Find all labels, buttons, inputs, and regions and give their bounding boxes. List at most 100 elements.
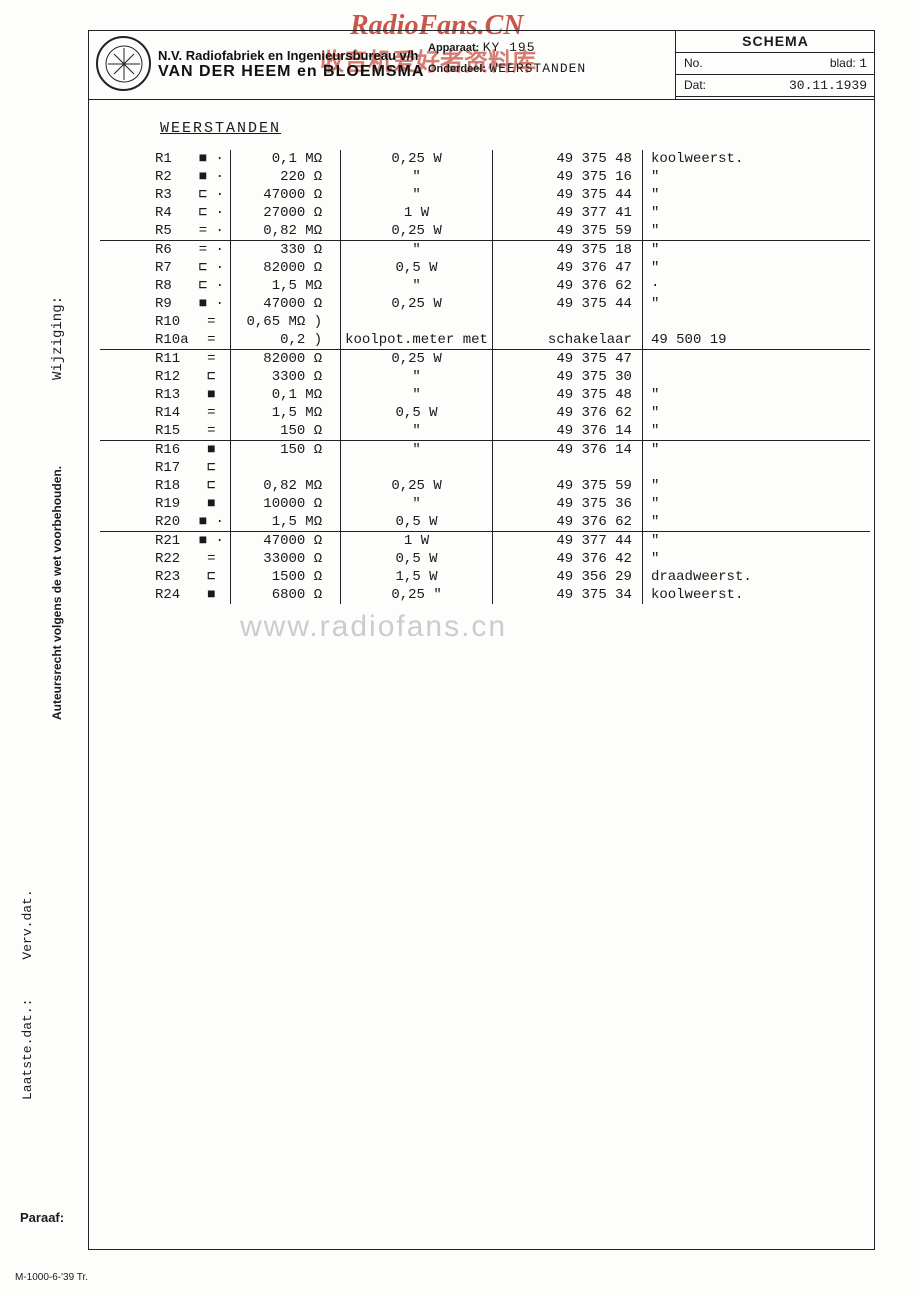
value-cell: 1500 Ω (231, 568, 341, 586)
table-row: R14=1,5 MΩ0,5 W49 376 62" (100, 404, 870, 422)
power-cell (341, 459, 493, 477)
paraaf-label: Paraaf: (20, 1210, 64, 1225)
sym-cell: ⊏ (193, 568, 231, 586)
sym-cell: ■ · (193, 532, 231, 551)
power-cell: 0,25 W (341, 222, 493, 241)
sym-cell: ■ (193, 495, 231, 513)
sym-cell: ⊏ · (193, 186, 231, 204)
power-cell: 0,25 W (341, 150, 493, 168)
ref-cell: R14 (100, 404, 193, 422)
table-row: R23⊏1500 Ω1,5 W49 356 29draadweerst. (100, 568, 870, 586)
value-cell: 47000 Ω (231, 295, 341, 313)
laatste-label: Laatste.dat.: (20, 999, 35, 1100)
ref-cell: R3 (100, 186, 193, 204)
table-row: R8⊏ ·1,5 MΩ"49 376 62· (100, 277, 870, 295)
value-cell: 0,82 MΩ (231, 477, 341, 495)
ref-cell: R10a (100, 331, 193, 350)
sym-cell: = (193, 331, 231, 350)
note-cell: " (642, 204, 870, 222)
verv-label: Verv.dat. (20, 889, 35, 959)
ref-cell: R18 (100, 477, 193, 495)
power-cell: 0,5 W (341, 404, 493, 422)
note-cell: " (642, 222, 870, 241)
value-cell: 0,82 MΩ (231, 222, 341, 241)
sym-cell: ⊏ (193, 459, 231, 477)
power-cell: " (341, 495, 493, 513)
sym-cell: = (193, 313, 231, 331)
note-cell: " (642, 186, 870, 204)
code-cell: 49 375 59 (492, 222, 642, 241)
value-cell: 0,1 MΩ (231, 386, 341, 404)
header-middle: Apparaat: KY 195 Onderdeel: WEERSTANDEN (428, 40, 678, 76)
code-cell: 49 376 47 (492, 259, 642, 277)
ref-cell: R2 (100, 168, 193, 186)
note-cell: " (642, 404, 870, 422)
note-cell: koolweerst. (642, 150, 870, 168)
value-cell: 3300 Ω (231, 368, 341, 386)
value-cell: 1,5 MΩ (231, 277, 341, 295)
table-row: R12⊏3300 Ω"49 375 30 (100, 368, 870, 386)
table-row: R7⊏ ·82000 Ω0,5 W49 376 47" (100, 259, 870, 277)
ref-cell: R1 (100, 150, 193, 168)
sym-cell: ⊏ · (193, 204, 231, 222)
onderdeel-value: WEERSTANDEN (489, 61, 586, 76)
apparaat-label: Apparaat: (428, 42, 479, 54)
value-cell: 47000 Ω (231, 532, 341, 551)
sym-cell: ■ (193, 441, 231, 460)
note-cell: " (642, 386, 870, 404)
ref-cell: R11 (100, 350, 193, 369)
ref-cell: R21 (100, 532, 193, 551)
value-cell: 47000 Ω (231, 186, 341, 204)
table-row: R1■ ·0,1 MΩ0,25 W49 375 48koolweerst. (100, 150, 870, 168)
resistor-table: R1■ ·0,1 MΩ0,25 W49 375 48koolweerst.R2■… (100, 150, 870, 604)
side-laatste: Laatste.dat.: Verv.dat. (20, 889, 35, 1100)
note-cell (642, 459, 870, 477)
sym-cell: ■ (193, 386, 231, 404)
sym-cell: = · (193, 222, 231, 241)
code-cell: 49 377 44 (492, 532, 642, 551)
power-cell (341, 313, 493, 331)
value-cell: 1,5 MΩ (231, 404, 341, 422)
value-cell: 82000 Ω (231, 259, 341, 277)
ref-cell: R9 (100, 295, 193, 313)
code-cell: 49 376 14 (492, 441, 642, 460)
sym-cell: = (193, 404, 231, 422)
note-cell: koolweerst. (642, 586, 870, 604)
footnote: M-1000-6-'39 Tr. (15, 1272, 88, 1283)
table-row: R2■ ·220 Ω"49 375 16" (100, 168, 870, 186)
code-cell: 49 377 41 (492, 204, 642, 222)
code-cell: 49 375 30 (492, 368, 642, 386)
sym-cell: ■ · (193, 513, 231, 532)
power-cell: " (341, 368, 493, 386)
power-cell: 0,25 W (341, 295, 493, 313)
ref-cell: R5 (100, 222, 193, 241)
power-cell: " (341, 422, 493, 441)
value-cell: 33000 Ω (231, 550, 341, 568)
code-cell: 49 375 18 (492, 241, 642, 260)
value-cell (231, 459, 341, 477)
note-cell: " (642, 513, 870, 532)
ref-cell: R13 (100, 386, 193, 404)
code-cell: 49 375 34 (492, 586, 642, 604)
power-cell: " (341, 441, 493, 460)
table-row: R5= ·0,82 MΩ0,25 W49 375 59" (100, 222, 870, 241)
table-row: R9■ ·47000 Ω0,25 W49 375 44" (100, 295, 870, 313)
ref-cell: R10 (100, 313, 193, 331)
ref-cell: R22 (100, 550, 193, 568)
power-cell: 0,25 W (341, 477, 493, 495)
table-row: R10=0,65 MΩ ) (100, 313, 870, 331)
note-cell: " (642, 532, 870, 551)
note-cell: " (642, 422, 870, 441)
ref-cell: R17 (100, 459, 193, 477)
note-cell: draadweerst. (642, 568, 870, 586)
company-line2: VAN DER HEEM en BLOEMSMA (158, 63, 424, 81)
note-cell (642, 350, 870, 369)
note-cell: 49 500 19 (642, 331, 870, 350)
dat-value: 30.11.1939 (789, 78, 867, 93)
code-cell: 49 375 44 (492, 295, 642, 313)
section-title: WEERSTANDEN (160, 120, 281, 137)
note-cell (642, 313, 870, 331)
onderdeel-label: Onderdeel: (428, 63, 486, 75)
blad-value: 1 (859, 56, 867, 71)
sym-cell: ⊏ (193, 368, 231, 386)
